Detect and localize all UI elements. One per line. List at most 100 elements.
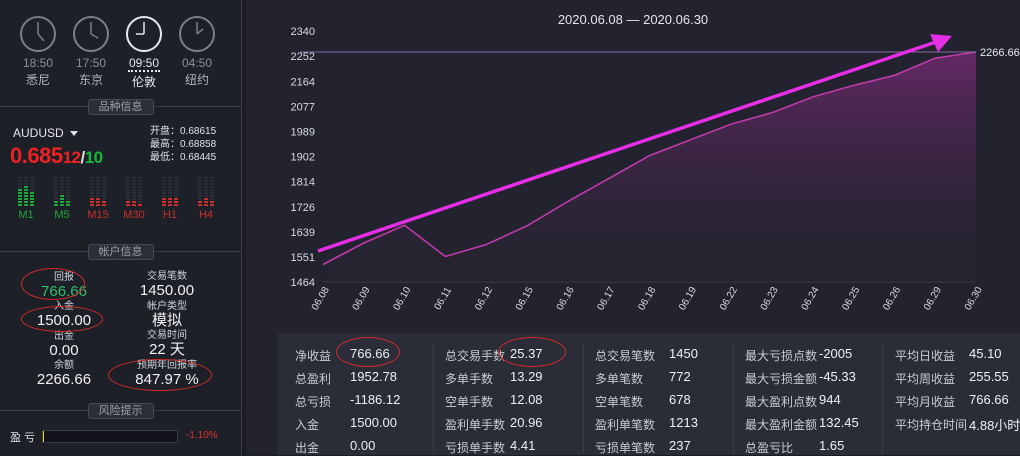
ohl-info: 开盘：0.68615 最高：0.68858 最低：0.68445: [150, 125, 216, 164]
stat-label: 总亏损: [295, 395, 332, 409]
highlight-oval: [498, 337, 566, 367]
equity-chart: 1464 1551 1639 1726 1814 1902 1989 2077 2164 2252…: [291, 26, 1020, 313]
y-tick-label: 1814: [291, 177, 315, 189]
withdraw-label: 出金: [54, 331, 74, 342]
timeframe-h4[interactable]: H4: [190, 176, 222, 221]
y-tick-label: 1639: [291, 227, 315, 239]
timeframe-strength-bars: M1 M5 M15 M30 H1 H4: [10, 176, 235, 224]
stat-label: 亏损单笔数: [595, 441, 656, 455]
stat-label: 平均持仓时间: [895, 418, 968, 432]
section-label: 品种信息: [87, 99, 154, 115]
stat-value: 1213: [669, 415, 698, 430]
open-value: 开盘：0.68615: [150, 126, 217, 137]
stat-label: 平均日收益: [895, 349, 956, 363]
high-value: 最高：0.68858: [150, 139, 217, 150]
clock-sydney[interactable]: 18:50 悉尼: [18, 14, 58, 88]
strength-column: [138, 176, 142, 206]
timeframe-m30[interactable]: M30: [118, 176, 150, 221]
x-tick-label: 06.30: [963, 285, 985, 313]
balance-label: 余额: [54, 360, 74, 371]
timeframe-label: M1: [18, 209, 34, 221]
timeframe-h1[interactable]: H1: [154, 176, 186, 221]
clock-city: 纽约: [184, 73, 209, 87]
days-label: 交易时间: [147, 330, 187, 341]
strength-meter: [46, 176, 78, 206]
stat-value: -2005: [819, 346, 853, 361]
clock-city: 悉尼: [25, 73, 50, 87]
stat-value: 45.10: [969, 346, 1002, 361]
statistics-panel: 净收益 766.66 总盈利 1952.78 总亏损 -1186.12 入金 1500.00 出…: [278, 333, 1020, 455]
strength-meter: [82, 176, 114, 206]
timeframe-m1[interactable]: M1: [10, 176, 42, 221]
timeframe-label: M15: [87, 209, 109, 221]
strength-column: [126, 176, 130, 206]
stat-value: 1450: [669, 346, 698, 361]
chart-title: 2020.06.08 — 2020.06.30: [557, 12, 709, 27]
account-balance: 余额 2266.66: [9, 356, 119, 388]
highlight-oval: [336, 337, 400, 367]
section-label: 风险提示: [87, 403, 154, 419]
symbol-selector[interactable]: AUDUSD: [13, 126, 78, 140]
world-clocks: 18:50 悉尼 17:50 东京 09:50 伦敦 04:50 纽约: [0, 0, 241, 100]
timeframe-m5[interactable]: M5: [46, 176, 78, 221]
clock-london[interactable]: 09:50 伦敦: [124, 14, 164, 90]
strength-column: [90, 176, 94, 206]
symbol-name: AUDUSD: [13, 126, 64, 140]
divider: [583, 343, 584, 453]
strength-column: [168, 176, 172, 206]
stat-label: 最大亏损金额: [745, 372, 818, 386]
section-symbol-info: 品种信息: [0, 99, 241, 115]
risk-progress-bar: [42, 430, 178, 443]
account-withdraw: 出金 0.00: [9, 327, 119, 359]
stat-label: 入金: [295, 418, 320, 432]
type-value: 模拟: [151, 312, 182, 329]
clock-city: 伦敦: [131, 75, 156, 89]
highlight-oval: [21, 306, 103, 332]
x-tick-label: 06.25: [840, 285, 862, 313]
strength-column: [174, 176, 178, 206]
y-tick-label: 1902: [291, 152, 315, 164]
stat-value: 4.88小时: [969, 418, 1020, 433]
stat-label: 净收益: [295, 349, 332, 363]
y-tick-label: 2252: [291, 51, 315, 63]
stat-value: 20.96: [510, 415, 543, 430]
clock-newyork[interactable]: 04:50 纽约: [177, 14, 217, 88]
section-label: 帐户信息: [87, 244, 154, 260]
risk-label: 盈 亏: [10, 432, 36, 444]
type-label: 帐户类型: [147, 301, 187, 312]
strength-column: [30, 176, 34, 206]
stat-label: 总盈利: [295, 372, 332, 386]
trend-arrow-shaft: [317, 40, 937, 253]
timeframe-m15[interactable]: M15: [82, 176, 114, 221]
strength-column: [60, 176, 64, 206]
stat-label: 盈利单笔数: [595, 418, 656, 432]
timeframe-label: H1: [162, 209, 178, 221]
stat-value: 772: [669, 369, 691, 384]
x-tick-label: 06.09: [351, 285, 373, 313]
strength-column: [204, 176, 208, 206]
x-tick-label: 06.15: [514, 285, 536, 313]
strength-column: [102, 176, 106, 206]
risk-progress-fill: [43, 431, 45, 442]
clock-tokyo[interactable]: 17:50 东京: [71, 14, 111, 88]
strength-column: [18, 176, 22, 206]
stat-value: 0.00: [350, 438, 376, 453]
strength-column: [210, 176, 214, 206]
trades-label: 交易笔数: [147, 271, 187, 282]
chevron-down-icon: [69, 131, 78, 137]
divider: [882, 343, 883, 453]
equity-line: [322, 51, 977, 266]
strength-column: [24, 176, 28, 206]
strength-column: [132, 176, 136, 206]
stat-label: 最大盈利点数: [745, 395, 818, 409]
section-account-info: 帐户信息: [0, 244, 241, 260]
clock-time: 17:50: [75, 56, 107, 70]
clock-time: 09:50: [127, 56, 161, 72]
x-tick-label: 06.12: [473, 285, 495, 313]
y-tick-label: 1726: [291, 202, 315, 214]
stat-value: 678: [669, 392, 691, 407]
balance-value: 2266.66: [36, 371, 92, 388]
price-green: 10: [84, 148, 103, 167]
stat-label: 多单手数: [445, 372, 494, 386]
account-days: 交易时间 22 天: [112, 326, 222, 358]
